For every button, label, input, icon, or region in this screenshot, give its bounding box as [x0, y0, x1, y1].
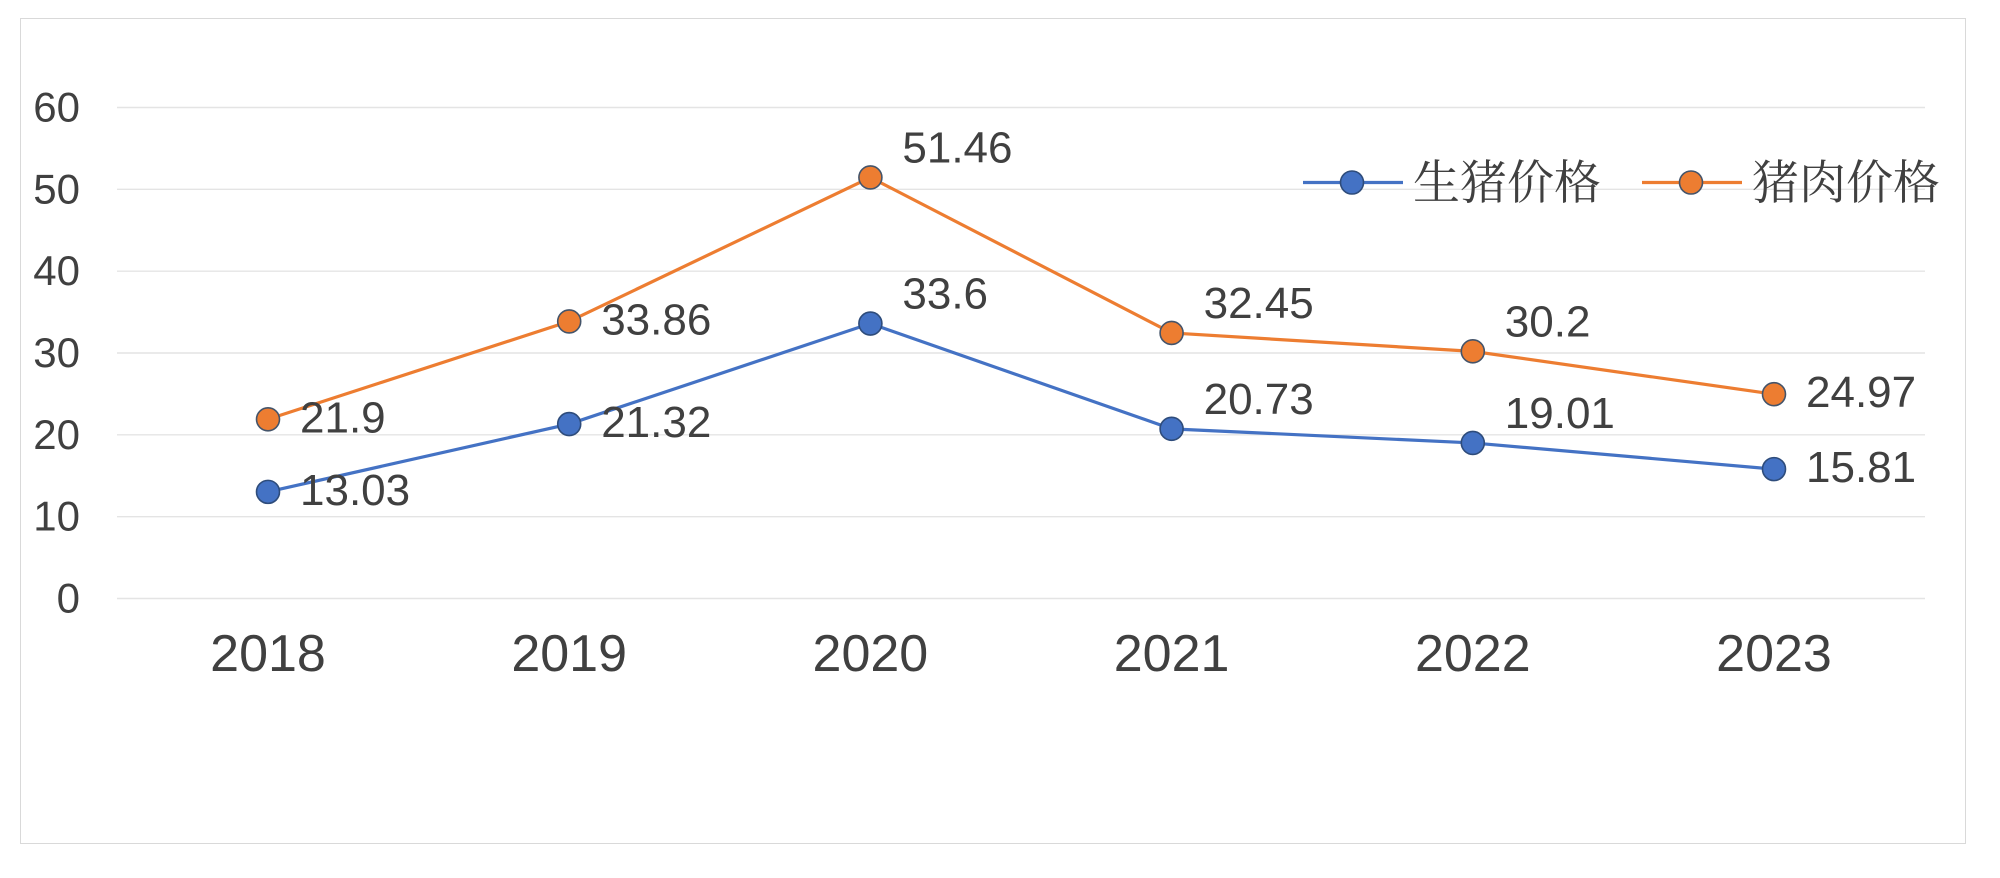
- svg-text:13.03: 13.03: [300, 466, 410, 515]
- svg-text:50: 50: [33, 165, 80, 212]
- svg-text:0: 0: [57, 575, 80, 622]
- svg-text:猪肉价格: 猪肉价格: [1752, 146, 1940, 213]
- svg-text:19.01: 19.01: [1505, 389, 1615, 438]
- svg-text:40: 40: [33, 247, 80, 294]
- svg-text:21.32: 21.32: [601, 398, 711, 447]
- svg-text:2019: 2019: [511, 625, 627, 683]
- svg-text:2018: 2018: [210, 625, 326, 683]
- svg-text:60: 60: [33, 84, 80, 131]
- svg-text:2023: 2023: [1716, 625, 1832, 683]
- svg-text:51.46: 51.46: [902, 123, 1012, 172]
- svg-text:20.73: 20.73: [1204, 375, 1314, 424]
- svg-text:33.6: 33.6: [902, 270, 988, 319]
- svg-text:15.81: 15.81: [1806, 443, 1916, 492]
- svg-text:21.9: 21.9: [300, 393, 386, 442]
- svg-text:20: 20: [33, 411, 80, 458]
- svg-text:2021: 2021: [1114, 625, 1230, 683]
- svg-text:2022: 2022: [1415, 625, 1531, 683]
- svg-text:30: 30: [33, 329, 80, 376]
- svg-text:10: 10: [33, 493, 80, 540]
- svg-text:30.2: 30.2: [1505, 297, 1591, 346]
- svg-text:24.97: 24.97: [1806, 368, 1916, 417]
- svg-text:33.86: 33.86: [601, 295, 711, 344]
- svg-text:生猪价格: 生猪价格: [1413, 146, 1601, 213]
- svg-text:32.45: 32.45: [1204, 279, 1314, 328]
- svg-text:2020: 2020: [813, 625, 929, 683]
